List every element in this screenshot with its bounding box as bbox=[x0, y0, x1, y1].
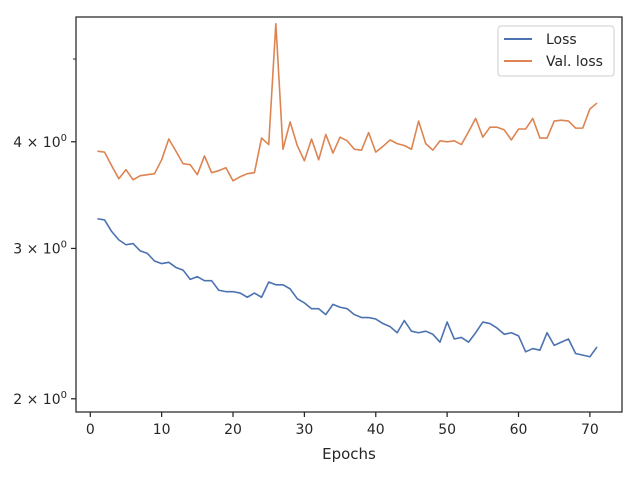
x-tick-label: 60 bbox=[510, 422, 528, 438]
x-tick-label: 10 bbox=[153, 422, 171, 438]
y-axis: 2 × 100 3 × 100 4 × 100 bbox=[13, 58, 76, 408]
plot-frame bbox=[75, 16, 623, 413]
x-tick-label: 50 bbox=[438, 422, 456, 438]
x-tick-label: 40 bbox=[367, 422, 385, 438]
y-tick-label: 2 × 100 bbox=[13, 390, 67, 408]
x-tick-label: 0 bbox=[86, 422, 95, 438]
x-tick-label: 20 bbox=[224, 422, 242, 438]
series-line-val-loss bbox=[97, 22, 598, 182]
series-layer bbox=[97, 22, 598, 358]
x-tick-label: 70 bbox=[581, 422, 599, 438]
x-tick-label: 30 bbox=[295, 422, 313, 438]
legend: Loss Val. loss bbox=[497, 25, 615, 77]
x-axis: 0 10 20 30 40 50 60 70 bbox=[86, 412, 599, 438]
series-line-loss bbox=[97, 217, 598, 358]
legend-label-loss: Loss bbox=[546, 32, 577, 48]
y-tick-label: 3 × 100 bbox=[13, 239, 67, 257]
y-tick-label: 4 × 100 bbox=[13, 133, 67, 151]
legend-label-val-loss: Val. loss bbox=[546, 54, 603, 70]
x-axis-label: Epochs bbox=[322, 445, 376, 463]
